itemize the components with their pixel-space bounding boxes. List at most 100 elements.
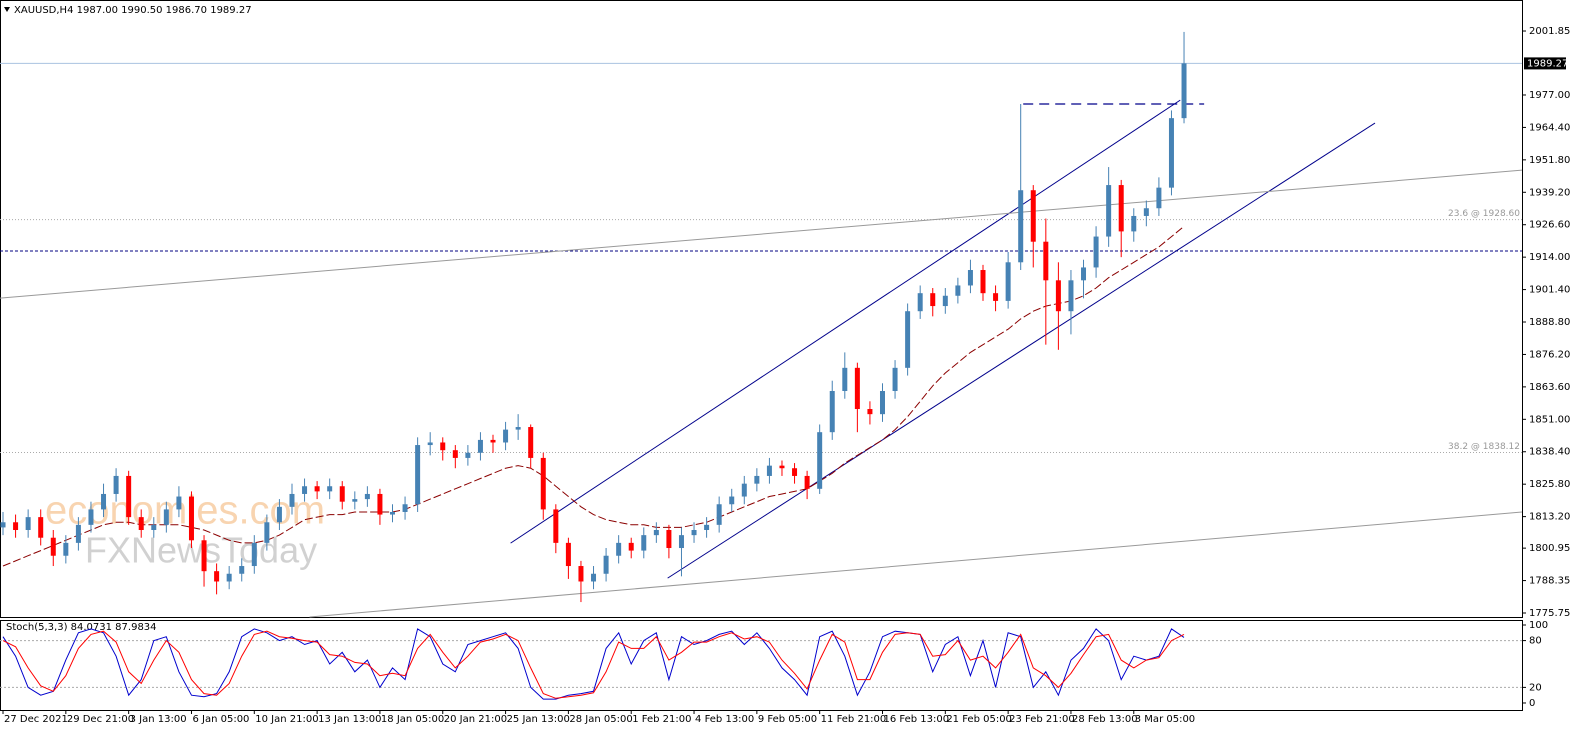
candle-body — [653, 529, 659, 536]
x-tick-label: 13 Jan 13:00 — [318, 714, 381, 725]
candle-body — [641, 535, 647, 551]
candle-body — [50, 537, 56, 556]
moving-average — [2, 225, 1185, 567]
candle-body — [1081, 267, 1087, 281]
watermark-text: FXNewsToday — [85, 530, 317, 571]
y-tick-label: 1851.00 — [1529, 414, 1570, 425]
candle-body — [226, 573, 232, 582]
y-tick-label: 0 — [1529, 698, 1535, 709]
y-tick-label: 1838.40 — [1529, 447, 1570, 458]
watermark: economies.com FXNewsToday — [45, 489, 325, 571]
candle-body — [402, 504, 408, 512]
last-price-box — [1524, 57, 1566, 70]
candle-body — [578, 566, 584, 582]
y-tick-label: 1775.75 — [1529, 608, 1570, 619]
x-tick-label: 21 Feb 05:00 — [946, 714, 1012, 725]
candle-body — [603, 555, 609, 574]
candle-body — [503, 429, 509, 443]
stoch-line — [2, 628, 1185, 700]
x-tick-label: 6 Jan 05:00 — [192, 714, 249, 725]
candle-body — [842, 367, 848, 391]
candle-body — [352, 499, 358, 502]
y-tick-label: 20 — [1529, 682, 1542, 693]
candle-body — [465, 452, 471, 458]
candle-body — [415, 445, 421, 505]
candle-body — [905, 311, 911, 368]
candle-body — [1168, 118, 1174, 188]
candle-body — [754, 475, 760, 484]
x-tick-label: 10 Jan 21:00 — [255, 714, 318, 725]
candle-body — [854, 367, 860, 410]
candle-body — [440, 442, 446, 451]
x-tick-label: 3 Mar 05:00 — [1135, 714, 1195, 725]
candle-body — [591, 573, 597, 582]
y-tick-label: 1876.20 — [1529, 349, 1570, 360]
candle-body — [276, 506, 282, 523]
candle-body — [980, 270, 986, 294]
x-tick-label: 4 Feb 13:00 — [695, 714, 754, 725]
candle-body — [616, 542, 622, 556]
x-tick-label: 25 Jan 13:00 — [507, 714, 570, 725]
x-tick-label: 20 Jan 21:00 — [444, 714, 507, 725]
candle-body — [339, 486, 345, 502]
x-tick-label: 29 Dec 21:00 — [67, 714, 134, 725]
fib-label: 38.2 @ 1838.12 — [1448, 442, 1520, 452]
candle-body — [766, 465, 772, 476]
candle-body — [1131, 215, 1137, 232]
fib-label: 23.6 @ 1928.60 — [1448, 209, 1520, 219]
candle-body — [1106, 185, 1112, 237]
x-tick-label: 28 Jan 05:00 — [569, 714, 632, 725]
candle-body — [1018, 190, 1024, 263]
candle-body — [327, 486, 333, 492]
stoch-title: Stoch(5,3,3) 84.0731 87.9834 — [6, 622, 157, 633]
candle-body — [553, 509, 559, 543]
candle-body — [1118, 185, 1124, 232]
candle-body — [138, 517, 144, 530]
candle-body — [151, 524, 157, 530]
candle-body — [289, 493, 295, 507]
candle-body — [427, 442, 433, 446]
candle-body — [113, 475, 119, 494]
candle-body — [1181, 63, 1187, 119]
candle-body — [389, 511, 395, 515]
candle-body — [879, 390, 885, 415]
candle-body — [678, 535, 684, 549]
trendline — [667, 122, 1376, 579]
x-tick-label: 11 Feb 21:00 — [821, 714, 887, 725]
candle-body — [892, 367, 898, 391]
y-tick-label: 1926.60 — [1529, 220, 1570, 231]
candle-body — [666, 529, 672, 549]
candle-body — [804, 475, 810, 489]
stoch-line — [2, 630, 1185, 699]
candle-body — [1055, 280, 1061, 312]
candle-body — [817, 432, 823, 489]
candle-body — [251, 542, 257, 567]
candle-body — [930, 293, 936, 307]
candle-body — [565, 542, 571, 567]
y-tick-label: 1800.95 — [1529, 543, 1570, 554]
candle-body — [264, 522, 270, 543]
x-tick-label: 16 Feb 13:00 — [883, 714, 949, 725]
candle-body — [188, 496, 194, 541]
candle-body — [163, 509, 169, 525]
candle-body — [917, 293, 923, 312]
candle-body — [126, 475, 132, 518]
candle-body — [314, 486, 320, 492]
y-tick-label: 1964.40 — [1529, 122, 1570, 133]
candle-body — [88, 509, 94, 525]
candle-body — [792, 468, 798, 476]
candle-body — [942, 295, 948, 307]
candle-body — [955, 285, 961, 296]
candle-body — [1093, 236, 1099, 268]
main-frame — [0, 0, 1523, 618]
y-tick-label: 1951.80 — [1529, 155, 1570, 166]
candle-body — [201, 540, 207, 572]
trendline — [510, 99, 1181, 544]
y-tick-label: 1901.40 — [1529, 285, 1570, 296]
candle-body — [528, 427, 534, 458]
candle-body — [364, 493, 370, 500]
candle-body — [967, 270, 973, 286]
candle-body — [993, 293, 999, 301]
